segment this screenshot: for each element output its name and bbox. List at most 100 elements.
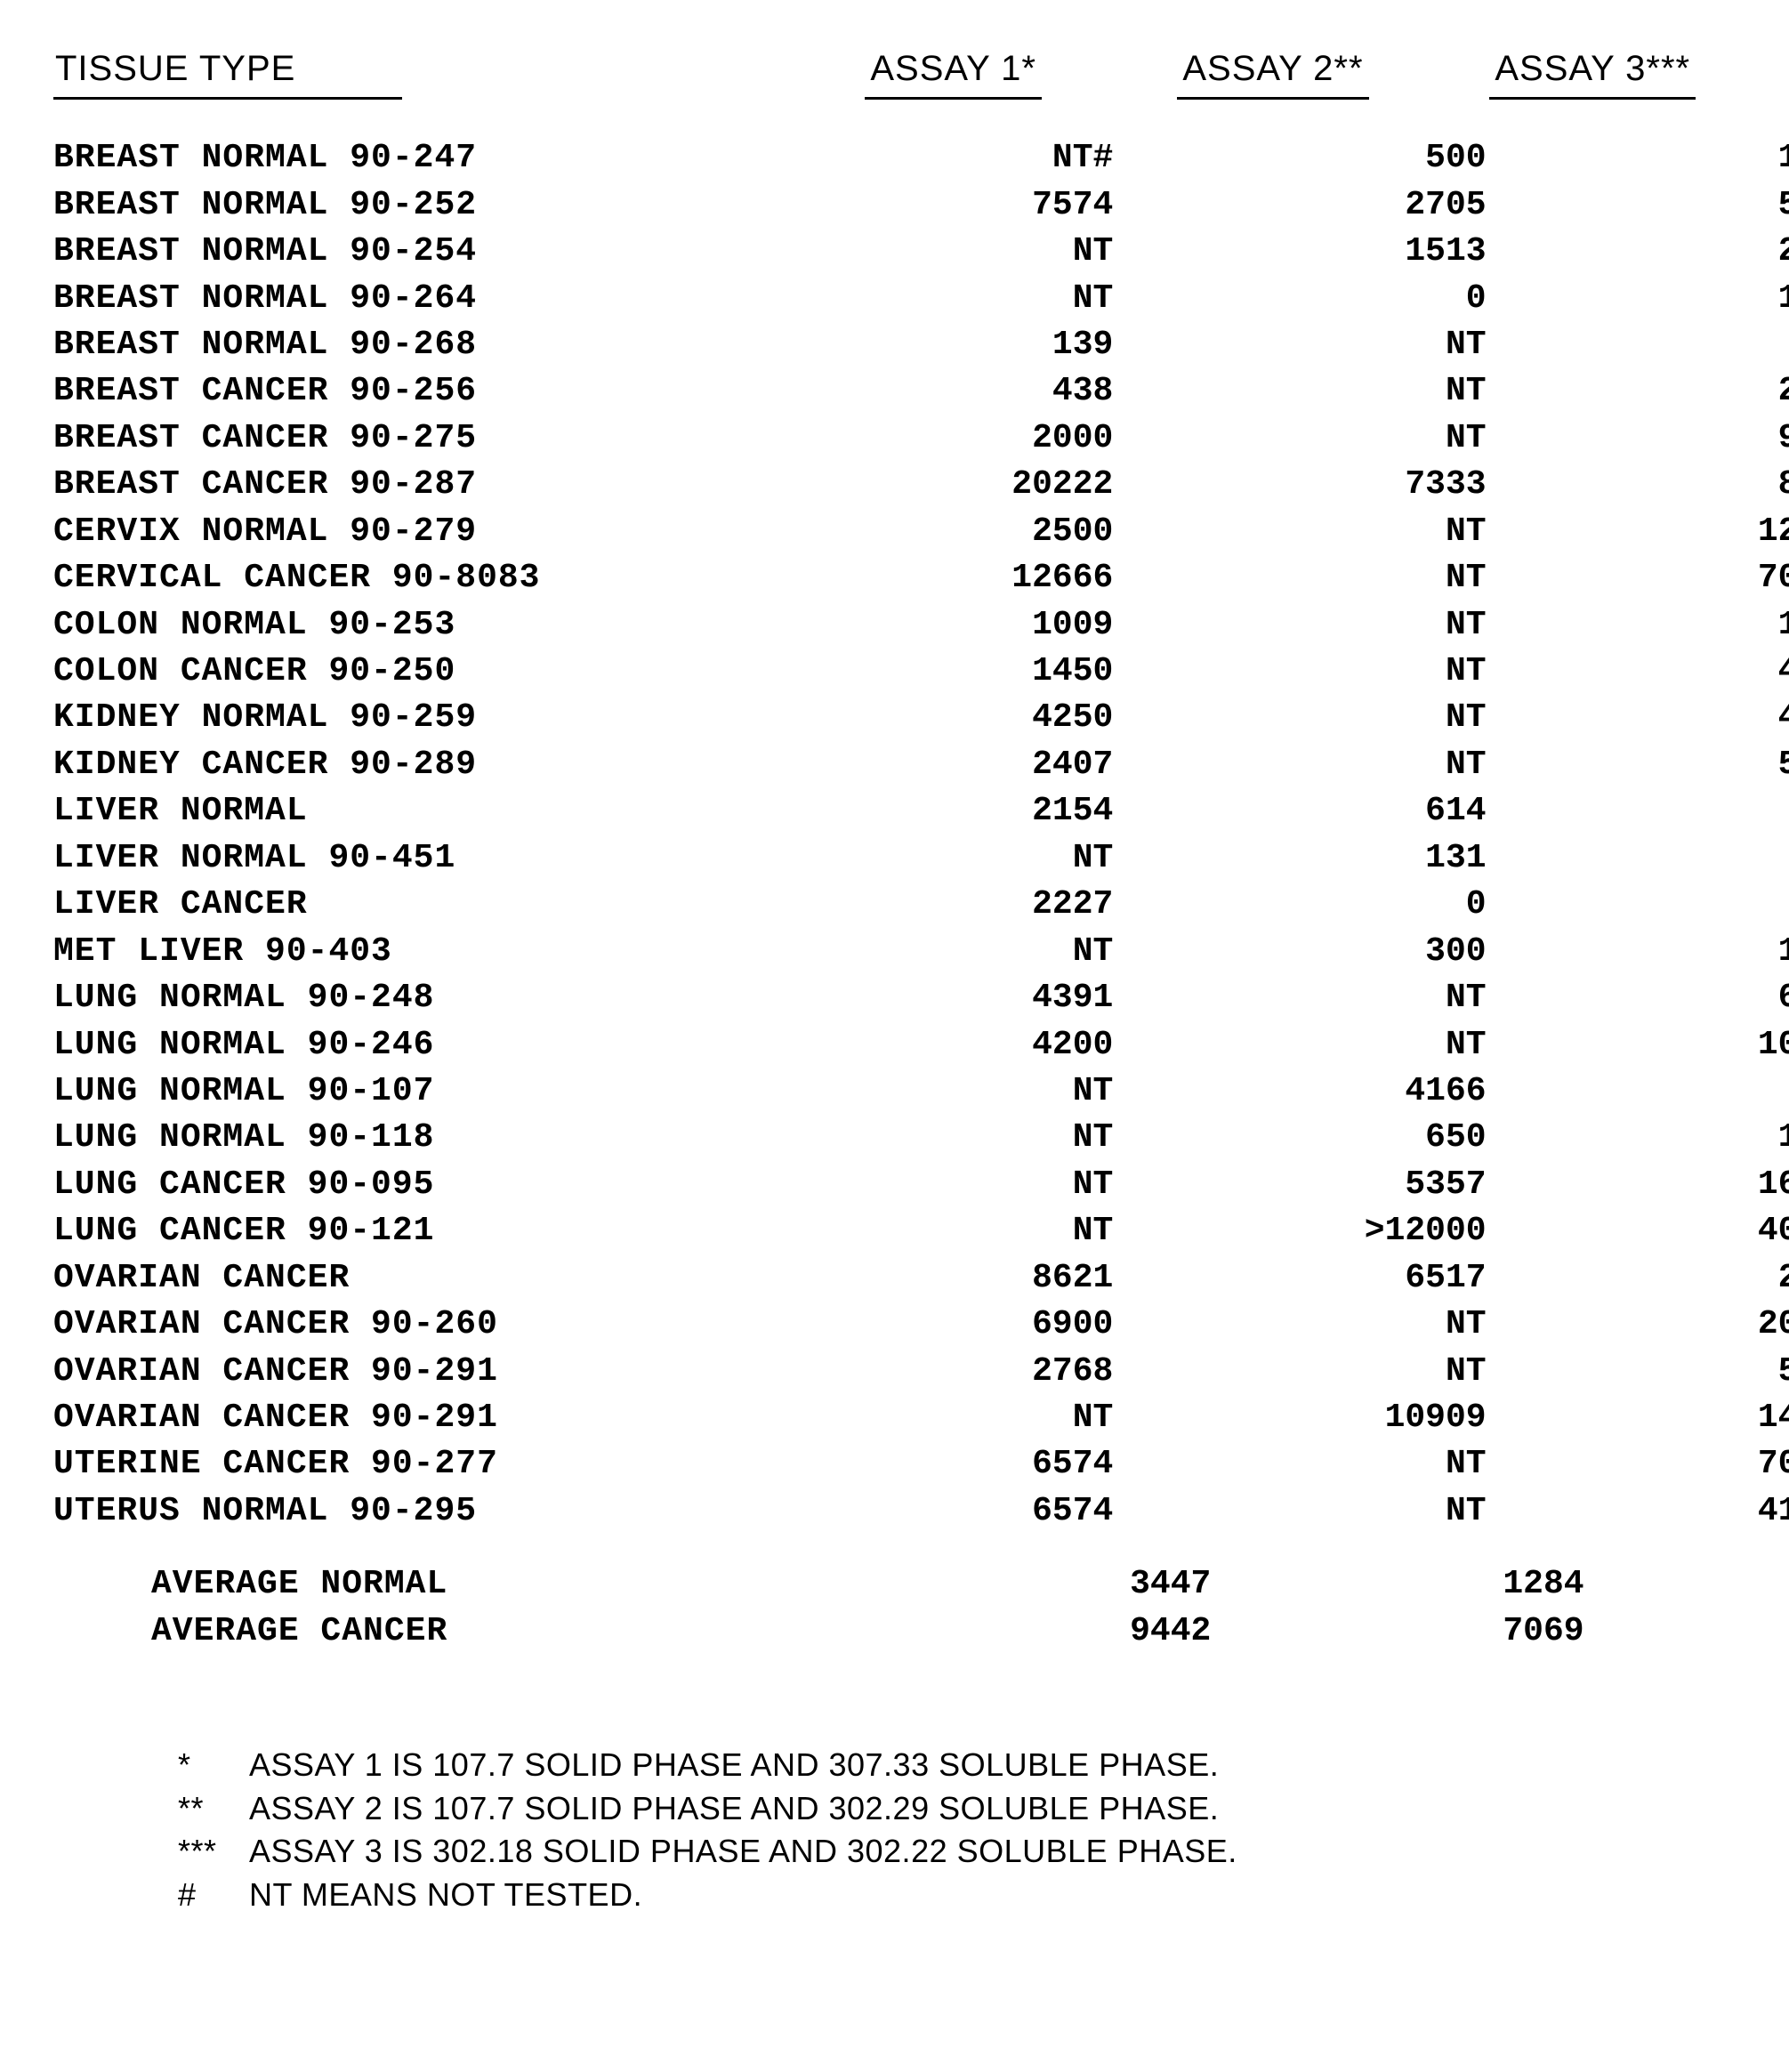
table-row: BREAST CANCER 90-256438NT2750 (53, 368, 1736, 415)
table-body: BREAST NORMAL 90-247NT#5001250BREAST NOR… (53, 135, 1736, 1535)
cell-tissue: BREAST NORMAL 90-268 (53, 322, 794, 368)
assay-table: TISSUE TYPE ASSAY 1* ASSAY 2** ASSAY 3**… (53, 44, 1736, 1655)
cell-tissue: KIDNEY CANCER 90-289 (53, 742, 794, 788)
cell-assay3: 4275 (1540, 695, 1789, 741)
cell-assay2: 650 (1166, 1115, 1539, 1161)
cell-assay2: NT (1166, 415, 1539, 462)
cell-assay2: NT (1166, 602, 1539, 649)
cell-tissue: UTERUS NORMAL 90-295 (53, 1488, 794, 1535)
cell-assay2: NT (1166, 1349, 1539, 1395)
average-assay1: 3447 (891, 1561, 1264, 1608)
average-label: AVERAGE NORMAL (53, 1561, 891, 1608)
cell-assay3: 12571 (1540, 509, 1789, 555)
cell-tissue: CERVICAL CANCER 90-8083 (53, 555, 794, 601)
average-assay1: 9442 (891, 1608, 1264, 1655)
average-assay3: 26321 (1638, 1608, 1789, 1655)
cell-tissue: LIVER CANCER (53, 882, 794, 928)
cell-assay1: 20222 (794, 462, 1166, 508)
cell-tissue: LIVER NORMAL (53, 788, 794, 834)
cell-tissue: BREAST NORMAL 90-264 (53, 276, 794, 322)
cell-assay2: >12000 (1166, 1208, 1539, 1254)
cell-assay3: 1685 (1540, 276, 1789, 322)
table-row: BREAST CANCER 90-2872022273338600 (53, 462, 1736, 508)
cell-assay1: NT (794, 1115, 1166, 1161)
table-row: CERVIX NORMAL 90-2792500NT12571 (53, 509, 1736, 555)
footnote-mark: ** (178, 1787, 249, 1831)
cell-assay2: 0 (1166, 882, 1539, 928)
cell-assay3: 4275 (1540, 649, 1789, 695)
cell-assay1: 1450 (794, 649, 1166, 695)
cell-tissue: OVARIAN CANCER 90-260 (53, 1302, 794, 1348)
table-row: OVARIAN CANCER862165172760 (53, 1255, 1736, 1302)
cell-assay2: NT (1166, 1441, 1539, 1487)
table-row: COLON NORMAL 90-2531009NT1689 (53, 602, 1736, 649)
cell-assay3: 10000 (1540, 1022, 1789, 1068)
cell-assay3: 14454 (1540, 1395, 1789, 1441)
table-row: BREAST CANCER 90-2752000NT9429 (53, 415, 1736, 462)
cell-assay1: 6574 (794, 1441, 1166, 1487)
cell-assay2: NT (1166, 1488, 1539, 1535)
cell-assay1: NT (794, 929, 1166, 975)
cell-assay2: 5357 (1166, 1162, 1539, 1208)
table-row: BREAST NORMAL 90-247NT#5001250 (53, 135, 1736, 181)
table-row: KIDNEY CANCER 90-2892407NT5796 (53, 742, 1736, 788)
cell-assay1: 4250 (794, 695, 1166, 741)
cell-assay3: 5796 (1540, 742, 1789, 788)
header-tissue: TISSUE TYPE (53, 44, 794, 100)
cell-assay3: 8600 (1540, 462, 1789, 508)
cell-assay2: NT (1166, 368, 1539, 415)
cell-assay3: 5024 (1540, 182, 1789, 229)
cell-assay1: 1009 (794, 602, 1166, 649)
cell-assay1: 2500 (794, 509, 1166, 555)
table-row: CERVICAL CANCER 90-808312666NT70680 (53, 555, 1736, 601)
cell-tissue: BREAST CANCER 90-287 (53, 462, 794, 508)
average-row: AVERAGE CANCER9442706926321 (53, 1608, 1736, 1655)
table-row: LUNG NORMAL 90-118NT6501200 (53, 1115, 1736, 1161)
cell-assay1: NT (794, 229, 1166, 275)
cell-assay3: 9429 (1540, 415, 1789, 462)
cell-assay2: 300 (1166, 929, 1539, 975)
cell-assay3: 1133 (1540, 929, 1789, 975)
table-row: BREAST NORMAL 90-252757427055024 (53, 182, 1736, 229)
cell-assay2: NT (1166, 649, 1539, 695)
cell-assay1: 2227 (794, 882, 1166, 928)
cell-assay3: 70680 (1540, 555, 1789, 601)
table-row: LUNG NORMAL 90-107NT4166388 (53, 1068, 1736, 1115)
footnote-mark: *** (178, 1830, 249, 1874)
average-row: AVERAGE NORMAL344712845759 (53, 1561, 1736, 1608)
cell-tissue: LUNG NORMAL 90-248 (53, 975, 794, 1021)
cell-assay1: NT (794, 1162, 1166, 1208)
footnote-row: ***ASSAY 3 IS 302.18 SOLID PHASE AND 302… (178, 1830, 1736, 1874)
averages-block: AVERAGE NORMAL344712845759AVERAGE CANCER… (53, 1561, 1736, 1655)
header-assay3-label: ASSAY 3*** (1489, 44, 1696, 100)
cell-tissue: LUNG NORMAL 90-107 (53, 1068, 794, 1115)
table-row: UTERUS NORMAL 90-2956574NT41444 (53, 1488, 1736, 1535)
footnote-text: ASSAY 1 IS 107.7 SOLID PHASE AND 307.33 … (249, 1744, 1736, 1787)
cell-assay1: 6900 (794, 1302, 1166, 1348)
cell-tissue: LUNG CANCER 90-095 (53, 1162, 794, 1208)
cell-assay1: 2407 (794, 742, 1166, 788)
cell-assay2: 500 (1166, 135, 1539, 181)
header-assay1-label: ASSAY 1* (865, 44, 1042, 100)
cell-tissue: BREAST NORMAL 90-254 (53, 229, 794, 275)
header-assay2-label: ASSAY 2** (1177, 44, 1368, 100)
cell-tissue: LIVER NORMAL 90-451 (53, 835, 794, 882)
cell-assay2: NT (1166, 1022, 1539, 1068)
cell-assay2: 2705 (1166, 182, 1539, 229)
cell-assay1: 6574 (794, 1488, 1166, 1535)
table-row: LIVER NORMAL 90-451NT131420 (53, 835, 1736, 882)
cell-assay3: 6636 (1540, 975, 1789, 1021)
cell-tissue: MET LIVER 90-403 (53, 929, 794, 975)
average-assay2: 1284 (1264, 1561, 1637, 1608)
cell-assay3: 41444 (1540, 1488, 1789, 1535)
table-row: UTERINE CANCER 90-2776574NT70684 (53, 1441, 1736, 1487)
footnote-text: ASSAY 2 IS 107.7 SOLID PHASE AND 302.29 … (249, 1787, 1736, 1831)
cell-assay3: 2760 (1540, 1255, 1789, 1302)
footnote-text: ASSAY 3 IS 302.18 SOLID PHASE AND 302.22… (249, 1830, 1736, 1874)
cell-tissue: LUNG NORMAL 90-246 (53, 1022, 794, 1068)
cell-tissue: KIDNEY NORMAL 90-259 (53, 695, 794, 741)
cell-assay1: 2000 (794, 415, 1166, 462)
cell-assay1: NT (794, 1395, 1166, 1441)
table-row: MET LIVER 90-403NT3001133 (53, 929, 1736, 975)
cell-tissue: LUNG NORMAL 90-118 (53, 1115, 794, 1161)
